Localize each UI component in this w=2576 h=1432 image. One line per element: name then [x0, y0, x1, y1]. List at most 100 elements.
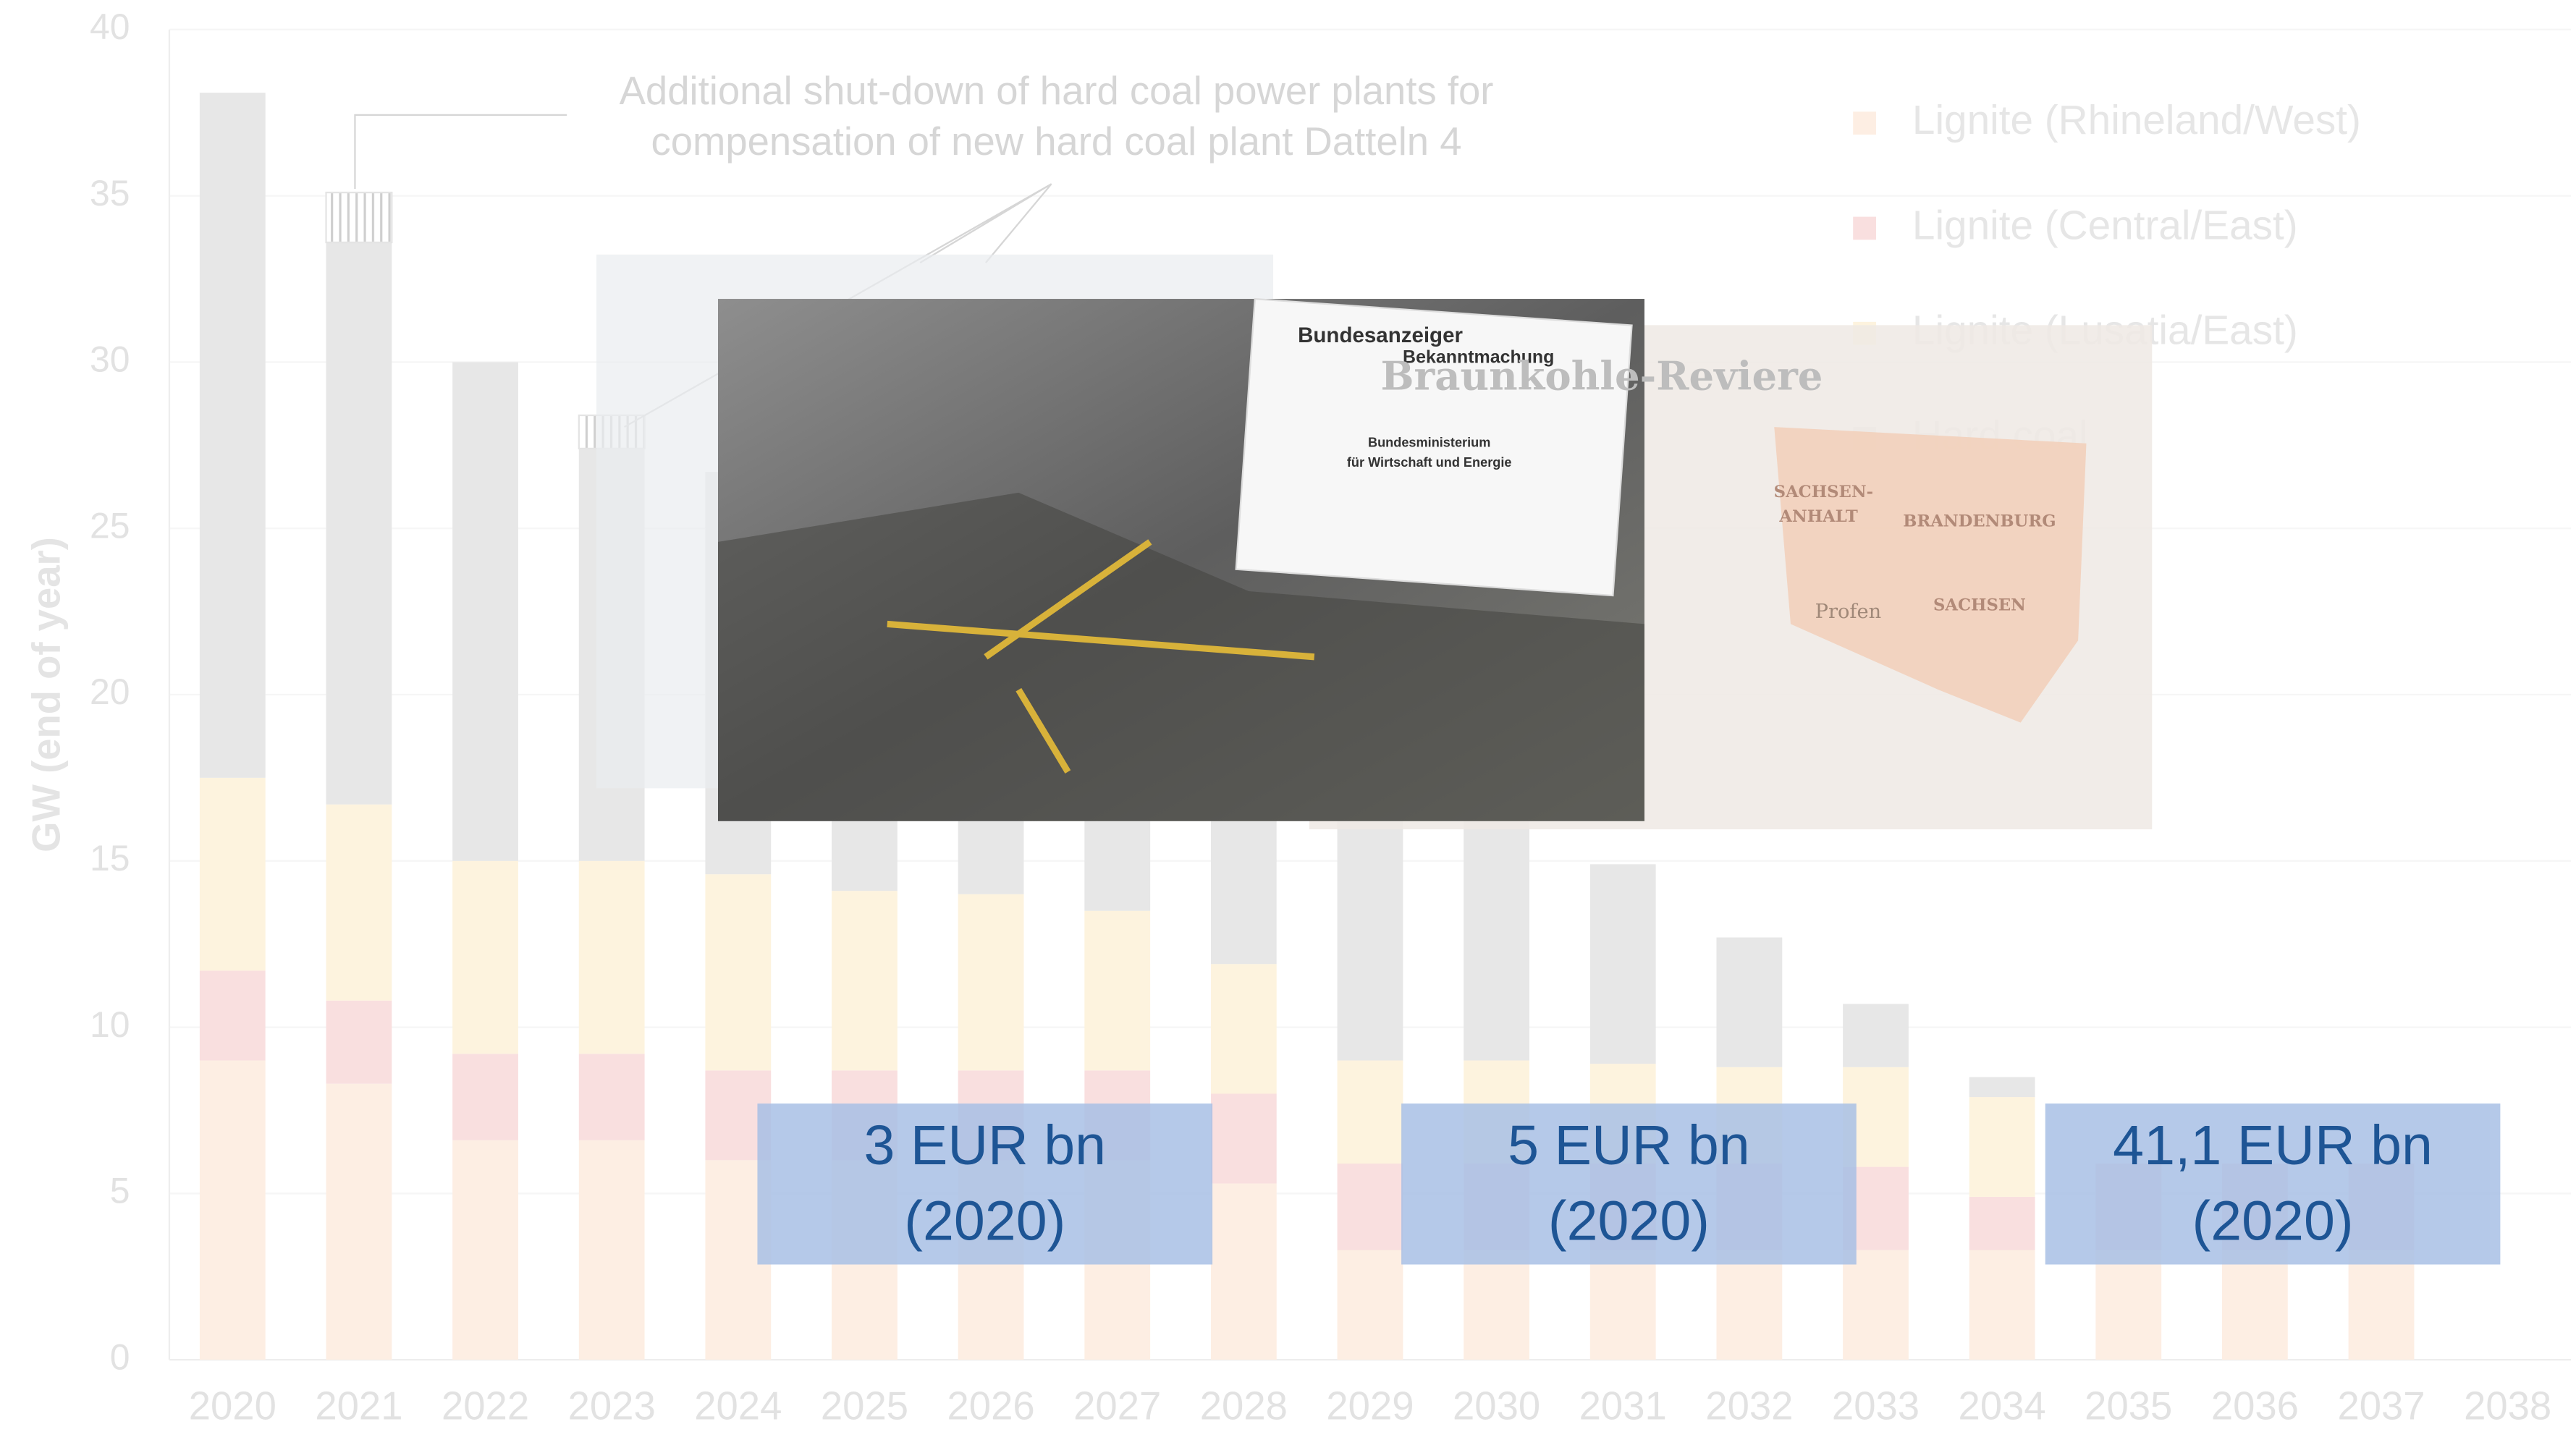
callout-text: 41,1 EUR bn: [2113, 1114, 2433, 1177]
x-tick-label: 2028: [1200, 1384, 1288, 1428]
x-tick-label: 2026: [947, 1384, 1035, 1428]
x-tick-label: 2030: [1453, 1384, 1540, 1428]
x-tick-label: 2022: [442, 1384, 529, 1428]
bar-segment: [2095, 1250, 2162, 1360]
y-tick-label: 20: [90, 671, 130, 712]
document-text: Bundesanzeiger: [1298, 323, 1463, 347]
x-tick-label: 2024: [694, 1384, 782, 1428]
x-tick-label: 2036: [2211, 1384, 2299, 1428]
bar-segment: [1716, 937, 1783, 1067]
annotation-text: compensation of new hard coal plant Datt…: [651, 119, 1461, 164]
x-tick-label: 2031: [1579, 1384, 1667, 1428]
callout-text: (2020): [1548, 1190, 1710, 1252]
bar-segment: [326, 1000, 392, 1084]
document-text: für Wirtschaft und Energie: [1347, 455, 1512, 470]
bar-segment: [1084, 910, 1151, 1071]
x-tick-label: 2020: [189, 1384, 276, 1428]
map-text: BRANDENBURG: [1903, 512, 2056, 531]
bar-segment: [2348, 1250, 2415, 1360]
bar-segment: [1337, 1060, 1403, 1164]
bar-segment: [1589, 1250, 1656, 1360]
callout-box: [2045, 1103, 2501, 1265]
x-tick-label: 2027: [1073, 1384, 1161, 1428]
document-text: Bekanntmachung: [1403, 347, 1554, 367]
map-text: Profen: [1815, 601, 1881, 623]
bar-segment: [578, 860, 645, 1054]
y-axis-label: GW (end of year): [25, 537, 69, 852]
document-text: Bundesministerium: [1368, 436, 1490, 450]
y-tick-label: 0: [110, 1336, 130, 1377]
x-tick-label: 2033: [1832, 1384, 1920, 1428]
bar-segment: [1337, 794, 1403, 1061]
callout-text: 5 EUR bn: [1508, 1114, 1750, 1177]
map-text: Braunkohle-Reviere: [1380, 352, 1823, 399]
legend-swatch: [1853, 111, 1876, 135]
y-tick-label: 25: [90, 505, 130, 546]
bar-segment: [199, 1060, 266, 1360]
callout-text: (2020): [904, 1190, 1065, 1252]
bar-segment: [1969, 1097, 2035, 1197]
callout-text: 3 EUR bn: [864, 1114, 1107, 1177]
x-tick-label: 2032: [1705, 1384, 1793, 1428]
callout-box: [1401, 1103, 1857, 1265]
annotation-text: Additional shut-down of hard coal power …: [620, 69, 1494, 113]
bar-segment: [326, 804, 392, 1001]
bar-segment: [578, 1140, 645, 1360]
bar-segment: [1464, 794, 1529, 1061]
bar-segment: [1716, 1250, 1783, 1360]
y-tick-label: 40: [90, 7, 130, 47]
bar-segment: [452, 362, 518, 861]
x-tick-label: 2023: [568, 1384, 656, 1428]
bar-segment: [2222, 1250, 2288, 1360]
hatched-segment: [325, 191, 393, 244]
x-tick-label: 2038: [2464, 1384, 2551, 1428]
bar-segment: [1969, 1077, 2035, 1098]
legend-label: Lignite (Rhineland/West): [1912, 98, 2361, 143]
bar-segment: [705, 874, 772, 1071]
x-tick-label: 2025: [821, 1384, 908, 1428]
bar-segment: [1589, 864, 1656, 1064]
excavator: [887, 539, 1315, 774]
bar-segment: [199, 777, 266, 971]
legend-label: Lignite (Central/East): [1912, 203, 2298, 248]
x-tick-label: 2021: [315, 1384, 402, 1428]
document-paper: [1235, 297, 1633, 597]
y-tick-label: 35: [90, 173, 130, 213]
map-text: SACHSEN: [1933, 596, 2026, 614]
bar-segment: [578, 1054, 645, 1140]
bar-segment: [1210, 964, 1277, 1094]
bar-segment: [199, 93, 266, 778]
map-region: [1774, 427, 2087, 723]
bar-segment: [1210, 1183, 1277, 1360]
x-tick-label: 2037: [2337, 1384, 2425, 1428]
bar-segment: [452, 860, 518, 1054]
bar-segment: [452, 1140, 518, 1360]
bar-segment: [1969, 1196, 2035, 1250]
map-text: SACHSEN-: [1774, 483, 1873, 501]
bar-segment: [1210, 1093, 1277, 1184]
bar-segment: [832, 891, 898, 1071]
bar-segment: [958, 894, 1024, 1071]
bar-segment: [1969, 1250, 2035, 1360]
y-tick-label: 10: [90, 1004, 130, 1045]
annotation-bracket: [354, 114, 567, 189]
bar-segment: [452, 1054, 518, 1140]
x-tick-label: 2029: [1326, 1384, 1414, 1428]
document-image: [1235, 297, 1633, 597]
bar-segment: [1843, 1250, 1909, 1360]
bar-segment: [326, 242, 392, 805]
bar-segment: [1843, 1004, 1909, 1067]
y-tick-label: 30: [90, 339, 130, 380]
bar-segment: [1337, 1250, 1403, 1360]
map-text: ANHALT: [1778, 507, 1857, 526]
y-tick-label: 15: [90, 838, 130, 878]
photo-ground: [717, 492, 1644, 821]
x-tick-label: 2034: [1959, 1384, 2046, 1428]
bar-segment: [1337, 1163, 1403, 1250]
callout-text: (2020): [2192, 1190, 2354, 1252]
bar-segment: [326, 1083, 392, 1360]
bar-segment: [1464, 1250, 1529, 1360]
